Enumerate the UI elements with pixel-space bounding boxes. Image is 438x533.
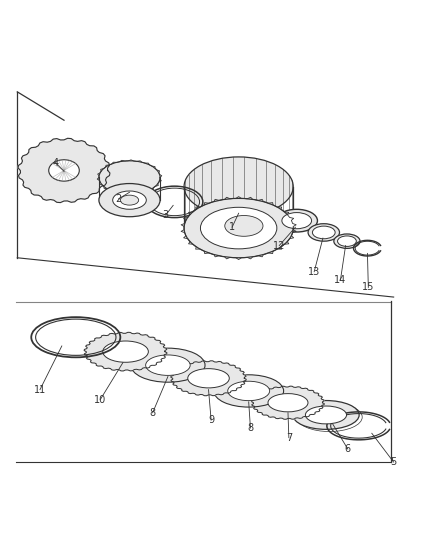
Ellipse shape bbox=[214, 375, 284, 407]
Ellipse shape bbox=[49, 160, 79, 181]
Ellipse shape bbox=[113, 191, 146, 209]
Text: 1: 1 bbox=[229, 222, 235, 232]
Ellipse shape bbox=[201, 207, 277, 249]
Polygon shape bbox=[252, 386, 324, 419]
Polygon shape bbox=[18, 138, 110, 203]
Polygon shape bbox=[84, 332, 167, 371]
Text: 8: 8 bbox=[149, 408, 155, 418]
Text: 15: 15 bbox=[362, 282, 374, 293]
Ellipse shape bbox=[308, 224, 339, 241]
Ellipse shape bbox=[293, 400, 359, 430]
Text: 10: 10 bbox=[94, 394, 106, 405]
Ellipse shape bbox=[334, 234, 360, 248]
Ellipse shape bbox=[268, 393, 308, 412]
Ellipse shape bbox=[338, 236, 357, 246]
Ellipse shape bbox=[184, 198, 293, 258]
Ellipse shape bbox=[184, 157, 293, 216]
Ellipse shape bbox=[131, 348, 205, 382]
Text: 5: 5 bbox=[391, 457, 397, 467]
Ellipse shape bbox=[228, 381, 270, 401]
Text: 2: 2 bbox=[116, 194, 122, 204]
Ellipse shape bbox=[282, 213, 311, 229]
Text: 7: 7 bbox=[286, 433, 292, 442]
Text: 8: 8 bbox=[247, 423, 254, 433]
Text: 6: 6 bbox=[345, 444, 351, 454]
Text: 3: 3 bbox=[162, 210, 169, 220]
Ellipse shape bbox=[99, 183, 160, 217]
Text: 12: 12 bbox=[273, 240, 286, 251]
Ellipse shape bbox=[103, 341, 148, 362]
Text: 14: 14 bbox=[334, 276, 346, 286]
Text: 9: 9 bbox=[208, 415, 214, 425]
Ellipse shape bbox=[146, 355, 190, 375]
Text: 11: 11 bbox=[34, 385, 46, 394]
Ellipse shape bbox=[225, 215, 263, 236]
Ellipse shape bbox=[276, 209, 318, 232]
Text: 4: 4 bbox=[52, 158, 58, 167]
Text: 13: 13 bbox=[308, 266, 320, 277]
Ellipse shape bbox=[305, 406, 346, 424]
Ellipse shape bbox=[312, 226, 335, 239]
Ellipse shape bbox=[188, 369, 229, 388]
Polygon shape bbox=[171, 361, 246, 395]
Ellipse shape bbox=[120, 195, 139, 205]
Ellipse shape bbox=[99, 161, 160, 194]
